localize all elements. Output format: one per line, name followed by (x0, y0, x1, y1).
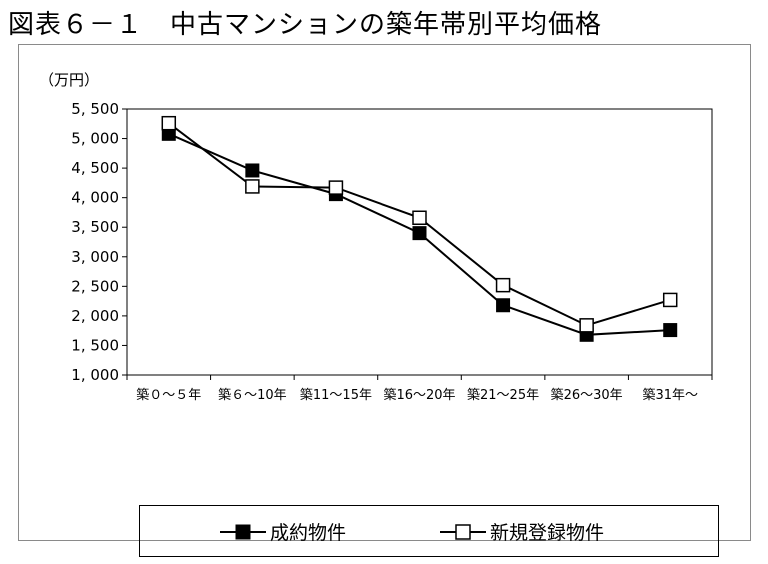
y-tick-label: 5, 500 (71, 100, 119, 118)
plot-area: 1, 000 1, 500 2, 000 2, 500 3, 000 3, 500 4, 0… (71, 100, 713, 403)
data-point-new-listings (579, 318, 594, 333)
y-tick-label: 1, 000 (71, 366, 119, 384)
y-tick-label: 5, 000 (71, 130, 119, 148)
y-tick-label: 1, 500 (71, 336, 119, 354)
open-square-marker-icon (440, 523, 486, 540)
legend: 成約物件 新規登録物件 (139, 505, 719, 557)
data-point-new-listings (495, 277, 511, 293)
legend-label-new-listings: 新規登録物件 (490, 522, 605, 544)
y-tick-label: 2, 000 (71, 307, 119, 325)
x-category-label: 築６～10年 (218, 388, 287, 403)
x-category-label: 築０～５年 (136, 388, 201, 403)
data-point-new-listings (245, 179, 260, 194)
x-category-label: 築11～15年 (300, 388, 372, 403)
y-axis-unit-label: （万円） (39, 71, 99, 89)
y-tick-label: 2, 500 (71, 277, 119, 295)
y-tick-label: 4, 000 (71, 189, 119, 207)
legend-entry-contracted: 成約物件 (220, 518, 346, 545)
x-category-label: 築31年～ (642, 388, 698, 403)
x-category-label: 築21～25年 (467, 388, 539, 403)
line-chart: （万円） 1, 000 1, 500 2, 000 2, 500 3, 000 3, 50… (39, 71, 713, 403)
x-category-label: 築26～30年 (551, 388, 623, 403)
y-tick-label: 3, 500 (71, 218, 119, 236)
data-point-new-listings (161, 115, 177, 131)
legend-label-contracted: 成約物件 (270, 522, 347, 544)
data-point-contracted (412, 226, 427, 241)
data-point-contracted (496, 298, 511, 313)
data-point-new-listings (662, 292, 678, 308)
filled-square-marker-icon (220, 524, 266, 539)
chart-title: 図表６－１ 中古マンションの築年帯別平均価格 (8, 10, 603, 40)
y-tick-label: 4, 500 (71, 159, 119, 177)
data-point-new-listings (412, 210, 427, 226)
y-tick-label: 3, 000 (71, 248, 119, 266)
data-point-new-listings (328, 180, 344, 195)
data-point-contracted (663, 323, 678, 338)
plot-border (126, 108, 713, 376)
legend-entry-new-listings: 新規登録物件 (440, 518, 604, 545)
chart-frame: （万円） 1, 000 1, 500 2, 000 2, 500 3, 000 3, 50… (18, 44, 751, 557)
x-category-label: 築16～20年 (383, 388, 455, 403)
data-point-contracted (245, 163, 260, 178)
